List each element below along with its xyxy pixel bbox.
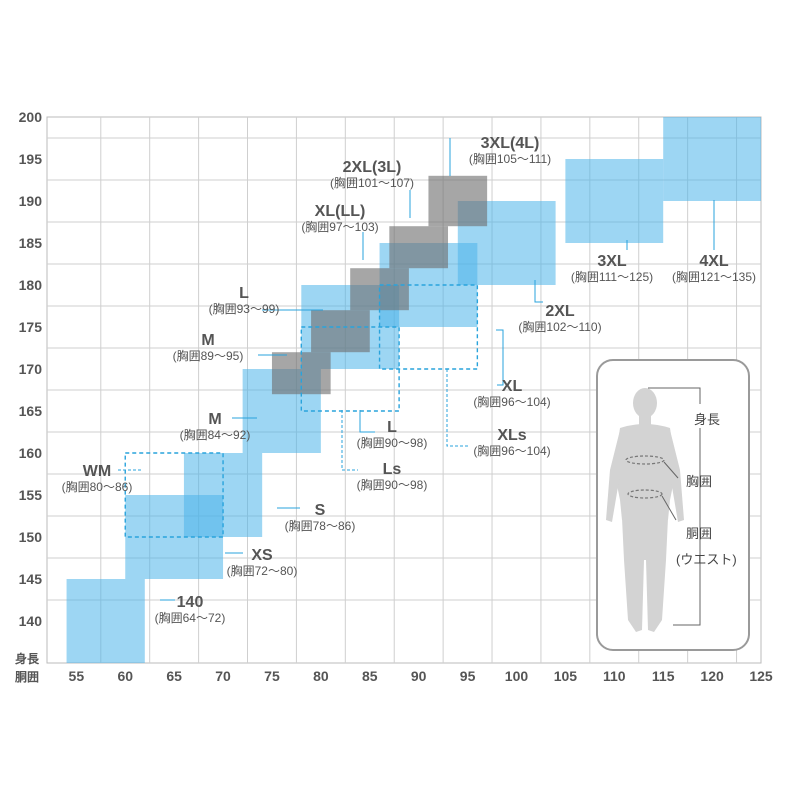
leader-line-2XL — [534, 280, 543, 303]
size-box-140 — [66, 579, 145, 663]
size-label-L: L — [387, 419, 397, 436]
size-range-Ls: (胸囲90～98) — [357, 477, 428, 492]
size-range-W-2XL: (胸囲101～107) — [330, 175, 414, 190]
size-range-WM: (胸囲80～86) — [62, 479, 133, 494]
size-box-S — [183, 453, 263, 537]
x-tick-label: 110 — [603, 668, 626, 684]
chest-leader — [663, 461, 679, 479]
size-range-M: (胸囲84～92) — [180, 427, 251, 442]
size-range-XLs: (胸囲96～104) — [473, 443, 550, 458]
size-label-W-2XL: 2XL(3L) — [343, 159, 402, 176]
x-tick-label: 70 — [215, 668, 231, 684]
size-labels: 140(胸囲64～72)XS(胸囲72～80)S(胸囲78～86)M(胸囲84～… — [62, 135, 756, 625]
size-box-3XL — [565, 159, 664, 243]
leader-line-Ls — [341, 410, 358, 471]
legs-shape — [622, 518, 668, 632]
y-tick-label: 200 — [19, 109, 43, 125]
x-tick-label: 75 — [264, 668, 280, 684]
waist-measure-line — [627, 489, 663, 499]
neck-shape — [639, 416, 651, 426]
figure-label-waist: 胴囲 — [686, 526, 712, 541]
x-tick-label: 60 — [117, 668, 133, 684]
x-tick-label: 105 — [554, 668, 578, 684]
size-range-2XL: (胸囲102～110) — [518, 319, 601, 334]
figure-label-waist-en: (ウエスト) — [676, 552, 737, 567]
x-tick-label: 125 — [749, 668, 773, 684]
left-arm-shape — [606, 430, 624, 522]
y-tick-label: 145 — [19, 571, 43, 587]
y-tick-label: 170 — [19, 361, 43, 377]
figure-frame — [596, 359, 750, 651]
height-leader-lower — [673, 428, 701, 626]
size-range-W-L: (胸囲93～99) — [209, 301, 280, 316]
leader-lines — [118, 138, 715, 601]
size-label-WM: WM — [83, 463, 111, 480]
x-axis-title: 胴囲 — [15, 669, 39, 684]
size-label-XLs: XLs — [497, 427, 526, 444]
y-tick-label: 180 — [19, 277, 43, 293]
axis-ticks: 55 60 65 70 75 80 85 90 95 100 105 110 115 120 125 140 1… — [15, 109, 773, 684]
size-range-3XL: (胸囲111～125) — [571, 269, 653, 284]
leader-line-L — [359, 410, 375, 433]
x-tick-label: 120 — [700, 668, 724, 684]
y-axis-title: 身長 — [15, 651, 40, 666]
size-label-W-3XL: 3XL(4L) — [481, 135, 540, 152]
size-label-W-M: M — [201, 332, 214, 349]
y-tick-label: 155 — [19, 487, 43, 503]
y-tick-label: 150 — [19, 529, 43, 545]
x-tick-label: 65 — [166, 668, 182, 684]
size-boxes — [66, 117, 761, 663]
size-label-3XL: 3XL — [597, 253, 627, 270]
y-tick-label: 140 — [19, 613, 43, 629]
size-box-W-2XL — [389, 226, 449, 269]
size-box-W-3XL — [428, 175, 488, 227]
size-label-W-L: L — [239, 285, 249, 302]
size-label-M: M — [208, 411, 221, 428]
size-range-W-M: (胸囲89～95) — [173, 348, 244, 363]
size-label-XS: XS — [251, 547, 273, 564]
figure-label-height: 身長 — [694, 412, 720, 427]
size-range-L: (胸囲90～98) — [357, 435, 428, 450]
x-tick-label: 85 — [362, 668, 378, 684]
x-tick-label: 115 — [652, 668, 675, 684]
size-label-W-XL: XL(LL) — [315, 203, 366, 220]
y-tick-label: 190 — [19, 193, 43, 209]
size-range-W-3XL: (胸囲105～111) — [469, 151, 551, 166]
size-label-140: 140 — [177, 594, 204, 611]
x-tick-label: 95 — [460, 668, 476, 684]
y-tick-label: 195 — [19, 151, 43, 167]
x-tick-label: 90 — [411, 668, 427, 684]
y-tick-label: 175 — [19, 319, 43, 335]
x-tick-label: 55 — [69, 668, 85, 684]
x-tick-label: 100 — [505, 668, 529, 684]
waist-leader — [661, 495, 677, 521]
size-label-XL: XL — [502, 378, 523, 395]
y-tick-label: 185 — [19, 235, 43, 251]
size-range-140: (胸囲64～72) — [155, 610, 226, 625]
right-arm-shape — [666, 430, 684, 522]
size-label-4XL: 4XL — [699, 253, 729, 270]
size-range-XL: (胸囲96～104) — [473, 394, 550, 409]
size-label-Ls: Ls — [383, 461, 402, 478]
size-box-4XL — [663, 117, 761, 201]
x-tick-label: 80 — [313, 668, 329, 684]
figure-label-chest: 胸囲 — [686, 474, 712, 489]
size-label-2XL: 2XL — [545, 303, 575, 320]
height-leader — [648, 387, 701, 404]
size-range-XS: (胸囲72～80) — [227, 563, 298, 578]
y-tick-label: 165 — [19, 403, 43, 419]
size-label-S: S — [315, 502, 326, 519]
y-tick-label: 160 — [19, 445, 43, 461]
head-shape — [633, 388, 657, 418]
chest-measure-line — [625, 455, 665, 465]
size-range-S: (胸囲78～86) — [285, 518, 356, 533]
size-range-4XL: (胸囲121～135) — [672, 269, 756, 284]
leader-line-XL — [496, 329, 504, 386]
size-range-W-XL: (胸囲97～103) — [301, 219, 378, 234]
leader-line-XLs — [446, 369, 470, 447]
size-box-W-L — [311, 310, 370, 353]
